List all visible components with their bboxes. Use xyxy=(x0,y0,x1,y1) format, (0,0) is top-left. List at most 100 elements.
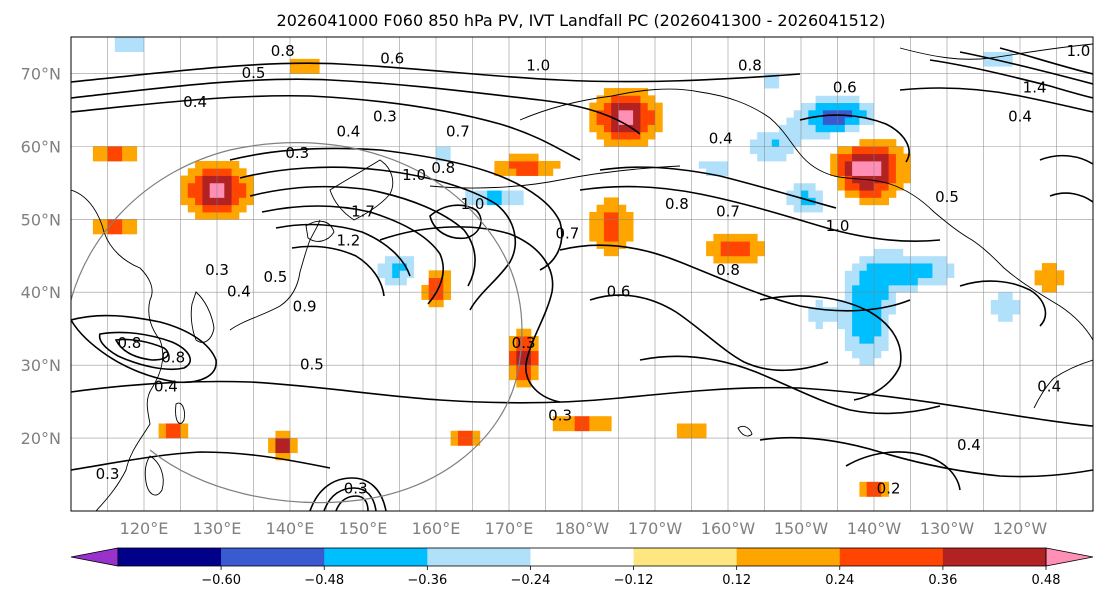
ivt-fill-cell xyxy=(1005,321,1014,330)
ivt-fill-cell xyxy=(384,263,393,271)
ivt-fill-cell xyxy=(954,263,962,271)
ivt-fill-cell xyxy=(903,255,911,264)
ivt-fill-cell xyxy=(100,219,108,227)
ivt-fill-cell xyxy=(231,168,240,176)
ivt-fill-cell xyxy=(428,270,437,279)
pv-contour-label: 0.7 xyxy=(446,122,470,140)
ivt-fill-cell xyxy=(749,139,758,147)
ivt-fill-cell xyxy=(100,146,108,155)
coastline-japan xyxy=(229,219,321,331)
ivt-fill-cell xyxy=(874,146,882,155)
pv-contour xyxy=(579,185,941,242)
ivt-fill-cell xyxy=(479,197,488,206)
ivt-fill-cell xyxy=(611,197,619,206)
ivt-fill-cell xyxy=(859,117,868,125)
ivt-fill-cell xyxy=(983,66,992,74)
ivt-fill-cell xyxy=(881,197,889,206)
ivt-fill-cell xyxy=(560,416,568,424)
pv-contour-label: 0.6 xyxy=(607,283,631,301)
ivt-fill-cell xyxy=(691,423,700,432)
ivt-fill-cell xyxy=(822,102,831,111)
lat-tick-label: 70°N xyxy=(21,64,61,83)
ivt-fill-cell xyxy=(852,175,860,184)
ivt-fill-cell xyxy=(895,160,904,169)
ivt-fill-cell xyxy=(187,168,196,176)
ivt-fill-cell xyxy=(582,416,590,424)
ivt-fill-cell xyxy=(859,314,868,322)
ivt-fill-cell xyxy=(866,365,875,373)
ivt-fill-cell xyxy=(611,226,619,235)
ivt-fill-cell xyxy=(895,248,904,257)
ivt-fill-cell xyxy=(888,255,897,264)
ivt-fill-cell xyxy=(881,182,889,191)
ivt-fill-cell xyxy=(180,182,189,191)
colorbar-segment xyxy=(221,548,325,566)
ivt-landfall-pc-fill xyxy=(92,37,1079,497)
ivt-fill-cell xyxy=(822,299,831,308)
ivt-fill-cell xyxy=(209,204,218,213)
ivt-fill-cell xyxy=(501,204,510,213)
ivt-fill-cell xyxy=(735,160,743,169)
ivt-fill-cell xyxy=(888,343,897,351)
ivt-fill-cell xyxy=(457,438,466,446)
ivt-fill-cell xyxy=(472,182,481,191)
ivt-fill-cell xyxy=(866,175,875,184)
pv-contour xyxy=(291,245,385,297)
map-title: 2026041000 F060 850 hPa PV, IVT Landfall… xyxy=(277,11,886,30)
ivt-fill-cell xyxy=(640,124,649,133)
ivt-fill-cell xyxy=(720,241,729,249)
ivt-fill-cell xyxy=(793,197,802,206)
ivt-fill-cell xyxy=(224,190,232,198)
ivt-fill-cell xyxy=(443,197,451,206)
ivt-fill-cell xyxy=(436,292,444,300)
ivt-fill-cell xyxy=(786,197,795,206)
ivt-fill-cell xyxy=(472,197,481,206)
ivt-fill-cell xyxy=(217,160,225,169)
ivt-fill-cell xyxy=(611,117,619,125)
ivt-fill-cell xyxy=(603,109,612,118)
ivt-fill-cell xyxy=(844,102,853,111)
ivt-fill-cell xyxy=(720,146,729,155)
ivt-fill-cell xyxy=(881,481,889,490)
ivt-fill-cell xyxy=(516,168,524,176)
ivt-fill-cell xyxy=(1041,270,1050,279)
ivt-fill-cell xyxy=(523,379,532,388)
ivt-fill-cell xyxy=(523,204,532,213)
ivt-fill-cell xyxy=(195,197,203,206)
ivt-fill-cell xyxy=(640,95,649,104)
ivt-fill-cell xyxy=(1005,44,1014,52)
ivt-fill-cell xyxy=(866,182,875,191)
ivt-fill-cell xyxy=(786,175,795,184)
pv-contour-label: 0.3 xyxy=(344,480,368,498)
coastline-aleutians xyxy=(429,165,681,189)
pv-contour-label: 1.4 xyxy=(1023,79,1047,97)
ivt-fill-cell xyxy=(92,44,101,52)
ivt-fill-cell xyxy=(728,153,736,162)
ivt-fill-cell xyxy=(859,321,868,330)
ivt-fill-cell xyxy=(859,284,868,293)
ivt-fill-cell xyxy=(786,160,795,169)
ivt-fill-cell xyxy=(903,175,911,184)
ivt-fill-cell xyxy=(625,131,634,140)
ivt-fill-cell xyxy=(728,248,736,257)
ivt-fill-cell xyxy=(757,139,765,147)
ivt-fill-cell xyxy=(487,182,495,191)
ivt-fill-cell xyxy=(457,430,466,439)
ivt-fill-cell xyxy=(202,212,211,220)
ivt-fill-cell xyxy=(618,226,627,235)
ivt-fill-cell xyxy=(611,204,619,213)
ivt-fill-cell xyxy=(647,131,656,140)
ivt-fill-cell xyxy=(509,160,517,169)
ivt-fill-cell xyxy=(852,95,860,104)
ivt-fill-cell xyxy=(633,139,641,147)
ivt-fill-cell xyxy=(370,263,378,271)
ivt-fill-cell xyxy=(282,430,291,439)
ivt-fill-cell xyxy=(596,416,605,424)
ivt-fill-cell xyxy=(961,277,970,286)
ivt-fill-cell xyxy=(625,124,634,133)
ivt-fill-cell xyxy=(392,270,400,279)
colorbar-segment xyxy=(118,548,222,566)
coastline-alaska xyxy=(519,88,1093,341)
ivt-fill-cell xyxy=(494,190,503,198)
ivt-fill-cell xyxy=(866,314,875,322)
